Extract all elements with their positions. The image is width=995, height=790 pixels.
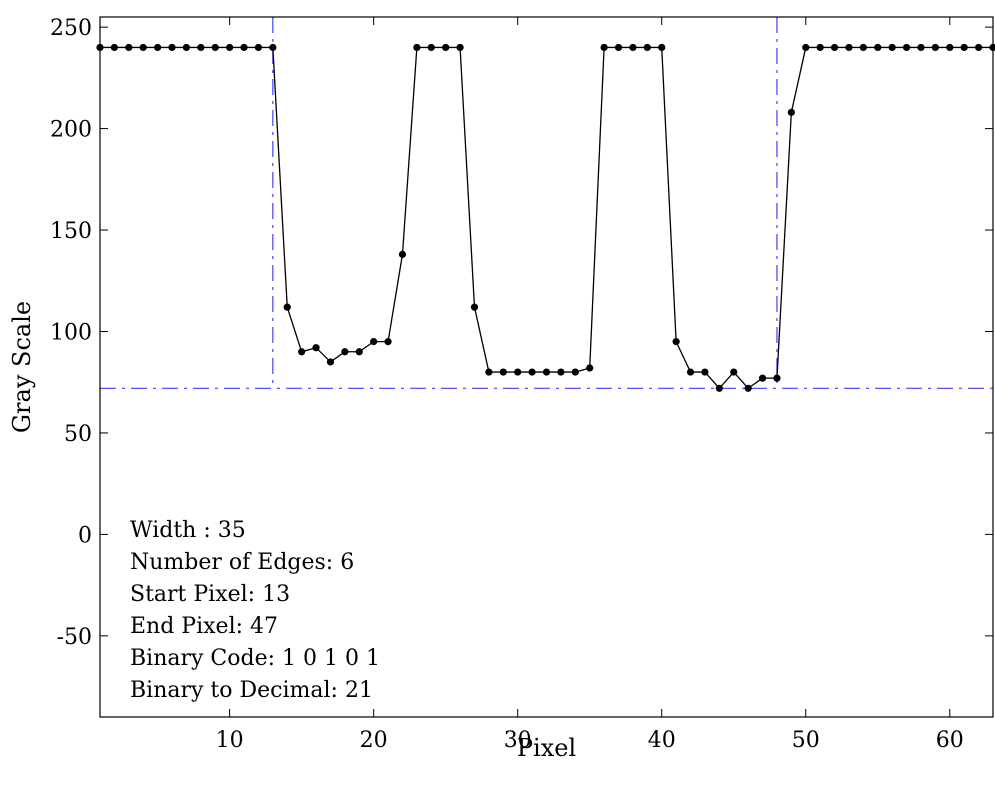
data-point — [168, 43, 176, 52]
data-point — [298, 348, 306, 356]
data-point — [830, 43, 839, 52]
annotation-line: End Pixel: 47 — [130, 614, 278, 639]
data-point — [643, 43, 651, 52]
data-point — [514, 368, 522, 376]
data-point — [341, 348, 349, 356]
data-point — [197, 43, 205, 52]
y-tick-label: 0 — [78, 523, 92, 548]
data-point — [658, 43, 666, 52]
data-point — [773, 374, 781, 382]
data-point — [139, 43, 147, 52]
data-point — [931, 43, 939, 52]
reference-lines — [100, 17, 993, 389]
data-point — [960, 43, 968, 52]
data-point — [874, 43, 882, 52]
data-point — [182, 43, 191, 52]
data-point — [312, 344, 320, 352]
data-point — [629, 43, 637, 52]
data-point — [672, 338, 680, 346]
data-point — [269, 43, 277, 52]
y-tick-label: 50 — [64, 422, 92, 447]
data-point — [384, 338, 392, 346]
annotation-line: Binary to Decimal: 21 — [130, 678, 373, 703]
data-point — [902, 43, 911, 52]
data-point — [211, 43, 219, 52]
data-point — [254, 43, 263, 52]
y-tick-label: 150 — [50, 219, 92, 244]
plot-area-frame — [99, 16, 994, 718]
annotation-block: Width : 35 Number of Edges: 6 Start Pixel:… — [130, 518, 380, 703]
data-point — [326, 358, 335, 366]
data-point — [816, 43, 824, 52]
y-tick-label: 250 — [50, 16, 92, 41]
y-tick-label: 200 — [50, 118, 92, 143]
data-point — [614, 43, 623, 52]
data-point — [542, 368, 551, 376]
data-point — [485, 368, 493, 376]
data-point — [802, 43, 810, 52]
annotation-line: Start Pixel: 13 — [130, 582, 290, 607]
data-point — [528, 368, 536, 376]
y-tick-label: 100 — [50, 320, 92, 345]
data-point — [125, 43, 133, 52]
data-point — [946, 43, 954, 52]
data-point — [888, 43, 896, 52]
data-point — [283, 303, 291, 311]
data-point — [571, 368, 579, 376]
data-point — [557, 368, 565, 376]
data-point — [370, 338, 378, 346]
data-point — [427, 43, 435, 52]
y-axis-label: Gray Scale — [8, 301, 36, 433]
y-tick-label: -50 — [57, 625, 92, 650]
data-point — [398, 250, 407, 258]
data-point — [715, 384, 723, 392]
annotation-line: Binary Code: 1 0 1 0 1 — [130, 646, 380, 671]
data-point — [744, 384, 752, 392]
data-point — [701, 368, 709, 376]
data-point — [154, 43, 162, 52]
x-tick-label: 40 — [648, 728, 676, 753]
data-point — [240, 43, 248, 52]
data-point — [110, 43, 119, 52]
data-point — [456, 43, 464, 52]
data-point — [787, 108, 795, 116]
series-line — [100, 46, 993, 390]
x-tick-label: 20 — [360, 728, 388, 753]
series-layer — [96, 43, 995, 392]
data-point — [586, 364, 594, 372]
data-point — [989, 43, 995, 52]
data-point — [499, 368, 507, 376]
annotation-line: Width : 35 — [130, 518, 246, 543]
data-point — [686, 368, 695, 376]
data-point — [845, 43, 853, 52]
data-point — [974, 43, 983, 52]
data-point — [442, 43, 450, 52]
x-tick-label: 30 — [504, 728, 532, 753]
x-tick-label: 50 — [792, 728, 820, 753]
x-tick-label: 60 — [936, 728, 964, 753]
axis-ticks: 10 20 30 40 50 60 -50 0 50 100 150 200 250 — [50, 16, 993, 753]
data-point — [917, 43, 925, 52]
data-point — [859, 43, 867, 52]
data-point — [758, 374, 767, 382]
x-axis-label: Pixel — [517, 734, 576, 762]
data-point — [470, 303, 479, 311]
data-point — [226, 43, 234, 52]
data-point — [600, 43, 608, 52]
data-point — [730, 368, 738, 376]
x-tick-label: 10 — [216, 728, 244, 753]
annotation-line: Number of Edges: 6 — [130, 550, 354, 575]
data-point — [413, 43, 421, 52]
data-point — [355, 348, 363, 356]
